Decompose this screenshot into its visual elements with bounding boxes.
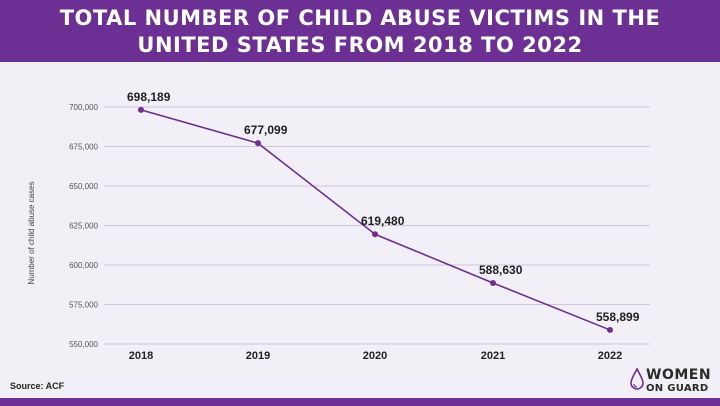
y-tick-label: 650,000 <box>69 182 98 191</box>
x-tick-label: 2021 <box>481 350 505 362</box>
x-tick-labels: 2018 2019 2020 2021 2022 <box>129 350 622 362</box>
data-label: 619,480 <box>361 214 405 228</box>
grid-lines <box>104 106 650 345</box>
x-tick-label: 2018 <box>129 350 153 362</box>
x-tick-label: 2022 <box>598 350 622 362</box>
title-banner: TOTAL NUMBER OF CHILD ABUSE VICTIMS IN T… <box>0 0 720 62</box>
data-point <box>490 279 496 286</box>
drop-icon <box>630 368 644 390</box>
data-point <box>138 106 144 113</box>
source-note: Source: ACF <box>10 381 65 391</box>
y-tick-label: 675,000 <box>69 143 98 152</box>
data-label: 588,630 <box>479 263 523 277</box>
data-label: 677,099 <box>244 123 288 137</box>
data-label: 698,189 <box>127 90 171 104</box>
y-axis-label: Number of child abuse cases <box>27 181 36 284</box>
chart-title-line-1: TOTAL NUMBER OF CHILD ABUSE VICTIMS IN T… <box>59 6 661 30</box>
data-labels: 698,189 677,099 619,480 588,630 558,899 <box>127 90 640 324</box>
data-point <box>372 231 378 238</box>
logo-text-line-2: ON GUARD <box>646 383 709 394</box>
y-tick-label: 600,000 <box>69 261 98 270</box>
chart-title-line-2: UNITED STATES FROM 2018 TO 2022 <box>137 33 583 57</box>
y-tick-label: 550,000 <box>69 340 98 349</box>
data-label: 558,899 <box>596 310 640 324</box>
y-tick-labels: 550,000 575,000 600,000 625,000 650,000 675,0… <box>69 103 98 349</box>
line-chart: 550,000 575,000 600,000 625,000 650,000 675,0… <box>27 90 650 362</box>
x-tick-label: 2020 <box>363 350 387 362</box>
y-tick-label: 575,000 <box>69 301 98 310</box>
data-points <box>138 106 613 333</box>
x-tick-label: 2019 <box>246 350 270 362</box>
footer-bar <box>0 398 720 406</box>
data-point <box>255 140 261 147</box>
data-point <box>607 326 613 333</box>
y-tick-label: 625,000 <box>69 222 98 231</box>
logo-text-line-1: WOMEN <box>646 367 712 383</box>
women-on-guard-logo: WOMEN ON GUARD <box>628 366 718 398</box>
y-tick-label: 700,000 <box>69 103 98 112</box>
